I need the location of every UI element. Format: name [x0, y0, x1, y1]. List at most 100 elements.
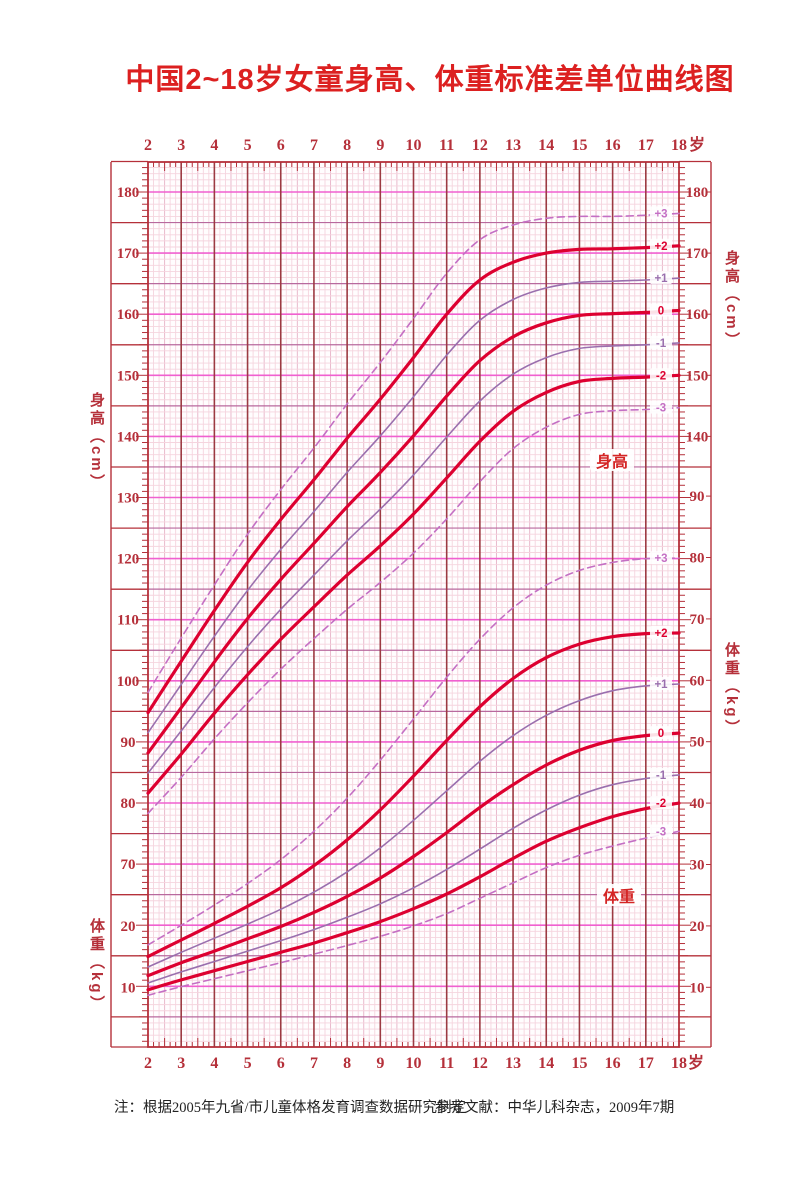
weight-curve-sd0 — [146, 731, 681, 978]
height-sd-label-bg — [650, 335, 672, 349]
age-label-bottom: 2 — [144, 1055, 152, 1072]
weight-sd-label-+1: +1 — [654, 679, 668, 691]
age-label-bottom: 10 — [406, 1055, 422, 1072]
weight-sd-label-bg — [650, 767, 672, 781]
height-sd-label-bg — [650, 303, 672, 317]
footnote-reference: 参考文献：中华儿科杂志，2009年7期 — [435, 1100, 675, 1116]
age-label-top: 11 — [439, 137, 454, 154]
height-curve-sd0 — [146, 308, 681, 755]
age-label-top: 2 — [144, 137, 152, 154]
age-label-bottom: 7 — [310, 1055, 318, 1072]
age-label-top: 13 — [505, 137, 521, 154]
left-height-tick: 150 — [117, 368, 140, 384]
right-height-axis-title: 身高（cm） — [723, 250, 740, 350]
weight-curve-sd+3 — [147, 557, 680, 946]
axis-ticks — [136, 162, 691, 1047]
left-height-tick: 130 — [117, 491, 140, 507]
left-height-tick: 160 — [117, 307, 140, 323]
weight-sd-label-0: 0 — [658, 728, 664, 740]
age-label-bottom: 3 — [177, 1055, 185, 1072]
age-label-bottom: 13 — [505, 1055, 521, 1072]
right-weight-tick: 20 — [690, 919, 705, 935]
footnote-source: 注：根据2005年九省/市儿童体格发育调查数据研究制定 — [114, 1100, 467, 1116]
height-curve-sd-2 — [146, 373, 681, 795]
left-height-tick: 100 — [117, 674, 140, 690]
age-label-top: 8 — [343, 137, 351, 154]
axis-labels: 1801701601501401301201101009080702010180… — [117, 135, 711, 1072]
left-height-tick: 110 — [117, 613, 139, 629]
height-sd-label-+2: +2 — [654, 241, 667, 253]
height-sd-label-bg — [650, 368, 672, 382]
age-label-top: 15 — [571, 137, 587, 154]
age-label-bottom: 15 — [571, 1055, 587, 1072]
age-label-top: 6 — [277, 137, 285, 154]
left-height-tick: 140 — [117, 429, 140, 445]
age-label-top: 5 — [244, 137, 252, 154]
height-curve-sd-3 — [147, 406, 680, 815]
age-label-bottom: 5 — [244, 1055, 252, 1072]
weight-sd-label-bg — [650, 551, 672, 565]
age-label-top: 16 — [605, 137, 621, 154]
age-label-top: 4 — [210, 137, 218, 154]
left-height-axis-title: 身高（cm） — [88, 392, 105, 492]
weight-sd-label--2: -2 — [656, 798, 666, 810]
height-curve-sd+1 — [147, 277, 680, 734]
weight-sd-label--3: -3 — [656, 826, 666, 838]
height-region-label: 身高 — [596, 452, 628, 471]
weight-region-label: 体重 — [603, 887, 635, 906]
right-height-tick: 160 — [686, 307, 709, 323]
left-weight-tick: 10 — [121, 980, 136, 996]
age-label-bottom: 6 — [277, 1055, 285, 1072]
age-label-bottom: 12 — [472, 1055, 488, 1072]
weight-sd-label-+3: +3 — [654, 553, 667, 565]
height-sd-label-+1: +1 — [654, 273, 668, 285]
age-label-bottom: 14 — [538, 1055, 554, 1072]
age-label-bottom: 8 — [343, 1055, 351, 1072]
age-label-bottom: 9 — [376, 1055, 384, 1072]
age-label-top: 7 — [310, 137, 318, 154]
right-weight-tick: 40 — [690, 796, 705, 812]
height-curve-sd+2 — [146, 244, 681, 715]
age-label-bottom: 4 — [210, 1055, 218, 1072]
weight-curve-sd-1 — [147, 774, 680, 984]
left-height-tick: 70 — [121, 857, 136, 873]
weight-curve-sd-2 — [146, 801, 681, 992]
age-label-top: 3 — [177, 137, 185, 154]
height-region-label-bg — [590, 449, 634, 471]
age-unit-bottom: 岁 — [688, 1053, 704, 1072]
weight-curve-sd-3 — [147, 830, 680, 997]
right-weight-tick: 10 — [690, 980, 705, 996]
right-height-tick: 170 — [686, 246, 709, 262]
left-weight-axis-title: 体重（kg） — [88, 918, 105, 1014]
sd-curves — [146, 212, 681, 997]
right-weight-axis-title: 体重（kg） — [723, 642, 740, 738]
left-height-tick: 180 — [117, 185, 140, 201]
age-label-top: 17 — [638, 137, 654, 154]
age-label-bottom: 17 — [638, 1055, 654, 1072]
age-label-top: 12 — [472, 137, 488, 154]
weight-sd-label-bg — [650, 626, 672, 640]
weight-sd-label--1: -1 — [656, 770, 667, 782]
height-sd-label--3: -3 — [656, 403, 666, 415]
height-sd-label-0: 0 — [658, 306, 664, 318]
right-weight-tick: 70 — [690, 612, 705, 628]
age-unit-top: 岁 — [689, 135, 705, 154]
page-title: 中国2~18岁女童身高、体重标准差单位曲线图 — [125, 64, 735, 96]
weight-curve-sd+2 — [146, 631, 681, 959]
weight-curve-sd+1 — [147, 683, 680, 968]
height-sd-label-+3: +3 — [654, 208, 667, 220]
right-height-tick: 140 — [686, 429, 709, 445]
age-label-bottom: 11 — [439, 1055, 454, 1072]
right-weight-tick: 30 — [690, 858, 705, 874]
right-weight-tick: 50 — [690, 735, 705, 751]
right-height-tick: 150 — [686, 368, 709, 384]
height-sd-label-bg — [650, 400, 672, 414]
right-height-tick: 180 — [686, 185, 709, 201]
age-label-top: 14 — [538, 137, 554, 154]
age-label-top: 18 — [671, 137, 687, 154]
age-label-bottom: 18 — [671, 1055, 687, 1072]
height-sd-label-bg — [650, 271, 672, 285]
weight-region-label-bg — [597, 884, 641, 906]
